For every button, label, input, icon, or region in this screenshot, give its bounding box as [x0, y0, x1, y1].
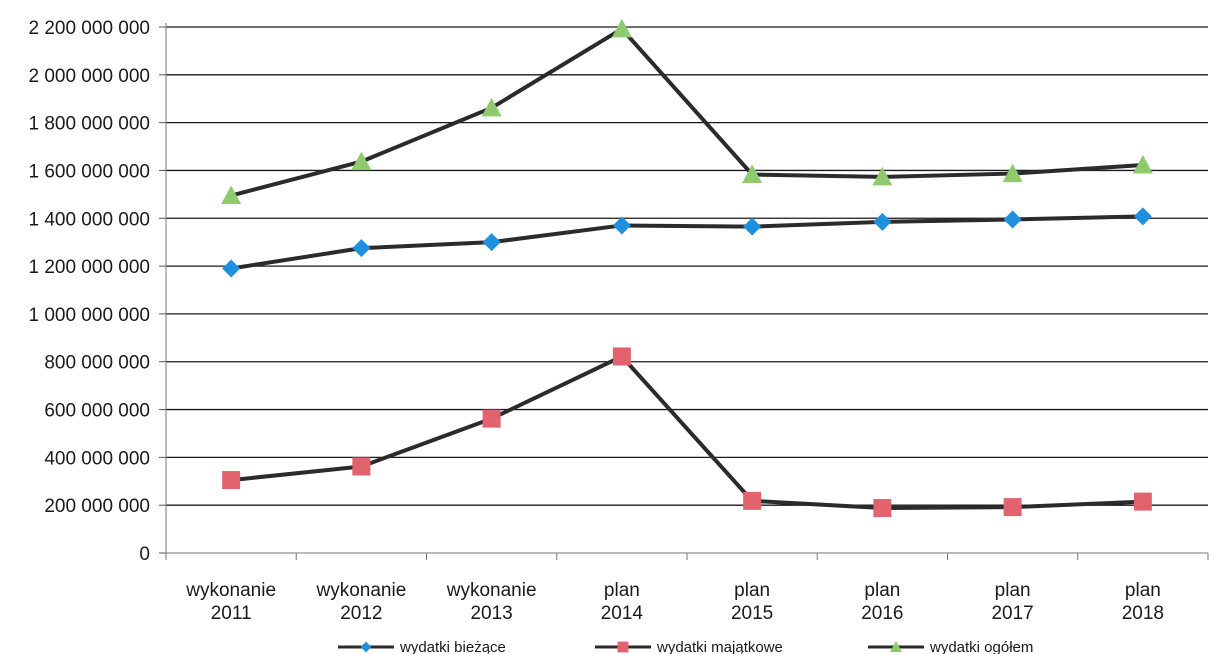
- x-tick-label: wykonanie 2011: [185, 580, 276, 624]
- series: [222, 207, 1152, 278]
- x-tick-label: plan 2018: [1122, 580, 1164, 624]
- legend-marker: [890, 641, 902, 653]
- series-line: [230, 26, 1144, 198]
- x-tick-label: plan 2017: [991, 580, 1033, 624]
- x-tick-label: wykonanie 2012: [315, 580, 406, 624]
- x-tick-label: plan 2015: [731, 580, 773, 624]
- data-point: [1003, 498, 1022, 517]
- data-point: [611, 18, 632, 38]
- y-tick-label: 200 000 000: [44, 496, 150, 517]
- data-point: [1003, 210, 1022, 229]
- series-line: [230, 214, 1143, 271]
- x-tick-label: plan 2016: [861, 580, 903, 624]
- data-point: [222, 259, 241, 278]
- data-point: [352, 457, 371, 476]
- data-point: [743, 491, 762, 510]
- data-point: [612, 216, 631, 235]
- gridlines: [166, 26, 1208, 506]
- legend-item: wydatki bieżące: [338, 639, 506, 654]
- legend: wydatki bieżące wydatki majątkowe wydatki …: [338, 639, 1033, 654]
- y-tick-label: 2 200 000 000: [28, 18, 150, 39]
- y-axis-tick-labels: 0 200 000 000 400 000 000 600 000 000 800 00…: [28, 18, 150, 565]
- legend-label: wydatki bieżące: [399, 639, 506, 654]
- data-point: [482, 409, 501, 428]
- data-point: [1133, 207, 1152, 226]
- data-point: [872, 166, 893, 186]
- y-tick-label: 1 200 000 000: [28, 257, 150, 278]
- data-point: [873, 212, 892, 231]
- legend-item: wydatki ogółem: [868, 639, 1033, 654]
- data-point: [221, 185, 242, 205]
- y-tick-label: 1 400 000 000: [28, 209, 150, 230]
- legend-label: wydatki majątkowe: [656, 639, 783, 654]
- data-point: [482, 233, 501, 252]
- legend-marker: [360, 641, 372, 653]
- data-point: [742, 164, 763, 184]
- x-tick-label: wykonanie 2013: [446, 580, 537, 624]
- series-group: [221, 18, 1153, 518]
- data-point: [481, 97, 502, 117]
- series: [221, 18, 1153, 205]
- x-tick-label: plan 2014: [601, 580, 644, 624]
- legend-item: wydatki majątkowe: [595, 639, 783, 654]
- data-point: [1002, 163, 1023, 183]
- y-tick-label: 1 600 000 000: [28, 161, 150, 182]
- x-axis-tick-labels: wykonanie 2011 wykonanie 2012 wykonanie 2013 p…: [185, 580, 1164, 624]
- data-point: [1132, 154, 1153, 174]
- y-tick-label: 1 000 000 000: [28, 305, 150, 326]
- y-tick-label: 800 000 000: [44, 353, 150, 374]
- data-point: [352, 239, 371, 258]
- series: [222, 347, 1152, 518]
- data-point: [222, 471, 241, 490]
- data-point: [612, 347, 631, 366]
- data-point: [351, 151, 372, 171]
- y-tick-label: 1 800 000 000: [28, 114, 150, 135]
- y-tick-label: 0: [139, 544, 150, 565]
- legend-label: wydatki ogółem: [929, 639, 1033, 654]
- data-point: [743, 217, 762, 236]
- legend-marker: [617, 641, 629, 653]
- data-point: [1133, 492, 1152, 511]
- y-tick-label: 600 000 000: [44, 401, 150, 422]
- y-tick-label: 2 000 000 000: [28, 66, 150, 87]
- data-point: [873, 499, 892, 518]
- series-line: [230, 354, 1143, 511]
- axes: [159, 23, 1209, 560]
- y-tick-label: 400 000 000: [44, 448, 150, 469]
